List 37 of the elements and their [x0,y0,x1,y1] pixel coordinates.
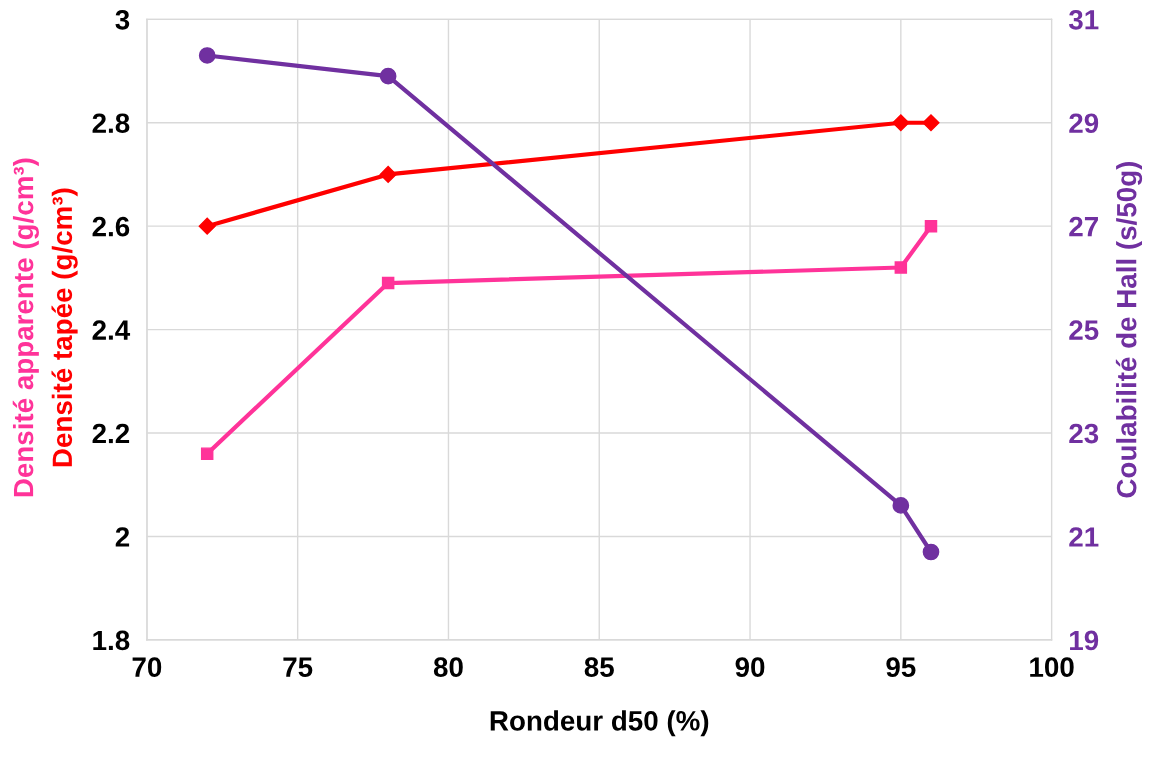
y2-tick-label: 29 [1069,113,1099,134]
text: Densité apparente (g/cm³) [12,158,39,497]
x-tick-label: 90 [735,657,765,677]
y-tick-label: 2.6 [92,216,130,237]
y2-tick-label: 27 [1069,216,1098,237]
point [922,543,940,561]
y-tick-label: 2.2 [92,423,130,444]
point [894,261,908,274]
y2-tick-label: 23 [1069,423,1099,444]
point [922,114,940,132]
x-tick-label: 85 [584,657,614,677]
point [200,447,214,460]
point [379,165,397,183]
text: Densité tapée (g/cm³) [51,188,78,467]
point [379,67,397,85]
point [892,114,910,132]
y-tick-label: 2 [115,527,130,547]
y2-axis-title: Coulabilité de Hall (s/50g) [1115,161,1143,498]
x-tick-label: 100 [1030,657,1074,677]
x-tick-label: 95 [886,657,916,677]
y2-tick-label: 25 [1069,320,1099,340]
point [198,47,216,64]
y-tick-label: 1.8 [93,630,130,651]
point [892,497,910,514]
point [381,276,395,290]
point [198,217,216,235]
y-tick-label: 2.4 [92,320,131,340]
x-tick-label: 70 [132,657,162,677]
x-axis-title: Rondeur d50 (%) [490,710,709,737]
y2-tick-label: 21 [1069,527,1099,547]
y-tick-label: 3 [115,9,130,30]
x-tick-label: 75 [283,657,313,677]
y2-tick-label: 19 [1070,630,1099,651]
y2-tick-label: 31 [1068,9,1099,30]
point [924,219,938,233]
x-tick-label: 80 [433,657,463,677]
y-tick-label: 2.8 [92,113,130,134]
